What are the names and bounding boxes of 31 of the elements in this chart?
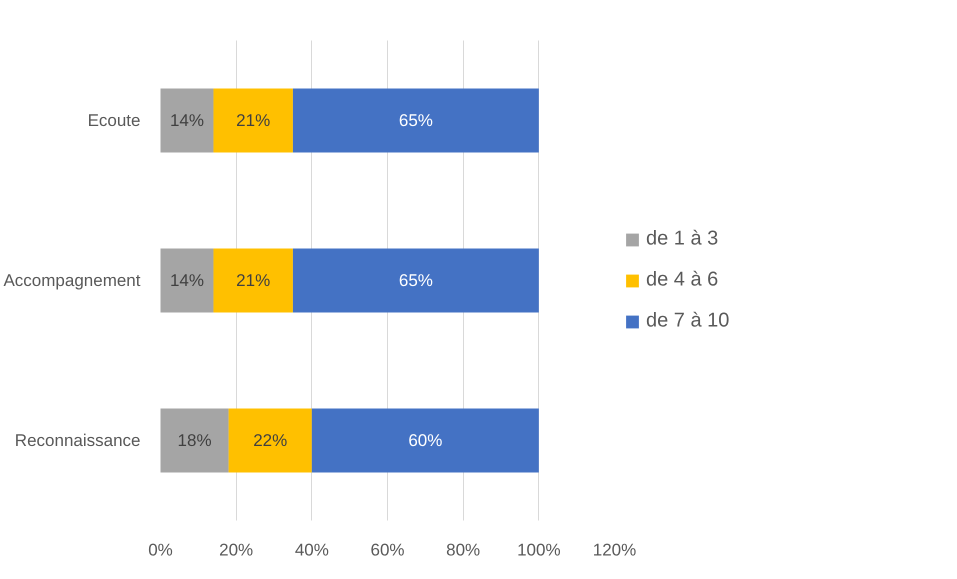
data-label: 65%	[398, 271, 433, 290]
data-label: 65%	[398, 111, 433, 130]
data-label: 21%	[236, 271, 270, 290]
y-tick-label: Ecoute	[88, 111, 141, 130]
x-tick-label: 40%	[294, 540, 329, 560]
legend-label: de 7 à 10	[646, 310, 730, 332]
x-tick-label: 20%	[219, 540, 254, 560]
x-tick-label: 60%	[370, 540, 405, 560]
data-label: 21%	[236, 111, 270, 130]
data-label: 22%	[253, 431, 288, 450]
data-label: 14%	[170, 111, 204, 130]
x-tick-label: 100%	[517, 540, 561, 560]
data-label: 14%	[170, 271, 204, 290]
bar	[213, 248, 293, 312]
y-tick-label: Accompagnement	[3, 271, 141, 290]
bar	[312, 408, 539, 472]
bar	[160, 88, 214, 152]
bar	[213, 88, 293, 152]
data-label: 60%	[408, 431, 442, 450]
bar	[292, 88, 539, 152]
bar	[292, 248, 539, 312]
legend-label: de 4 à 6	[646, 268, 718, 292]
data-label: 18%	[178, 431, 212, 450]
bar	[160, 248, 214, 312]
bar	[228, 408, 312, 472]
x-tick-label: 0%	[148, 540, 173, 560]
x-tick-label: 120%	[592, 540, 636, 560]
x-tick-label: 80%	[446, 540, 480, 560]
legend-label: de 1 à 3	[646, 228, 718, 250]
bar	[160, 408, 229, 472]
y-tick-label: Reconnaissance	[14, 431, 141, 450]
